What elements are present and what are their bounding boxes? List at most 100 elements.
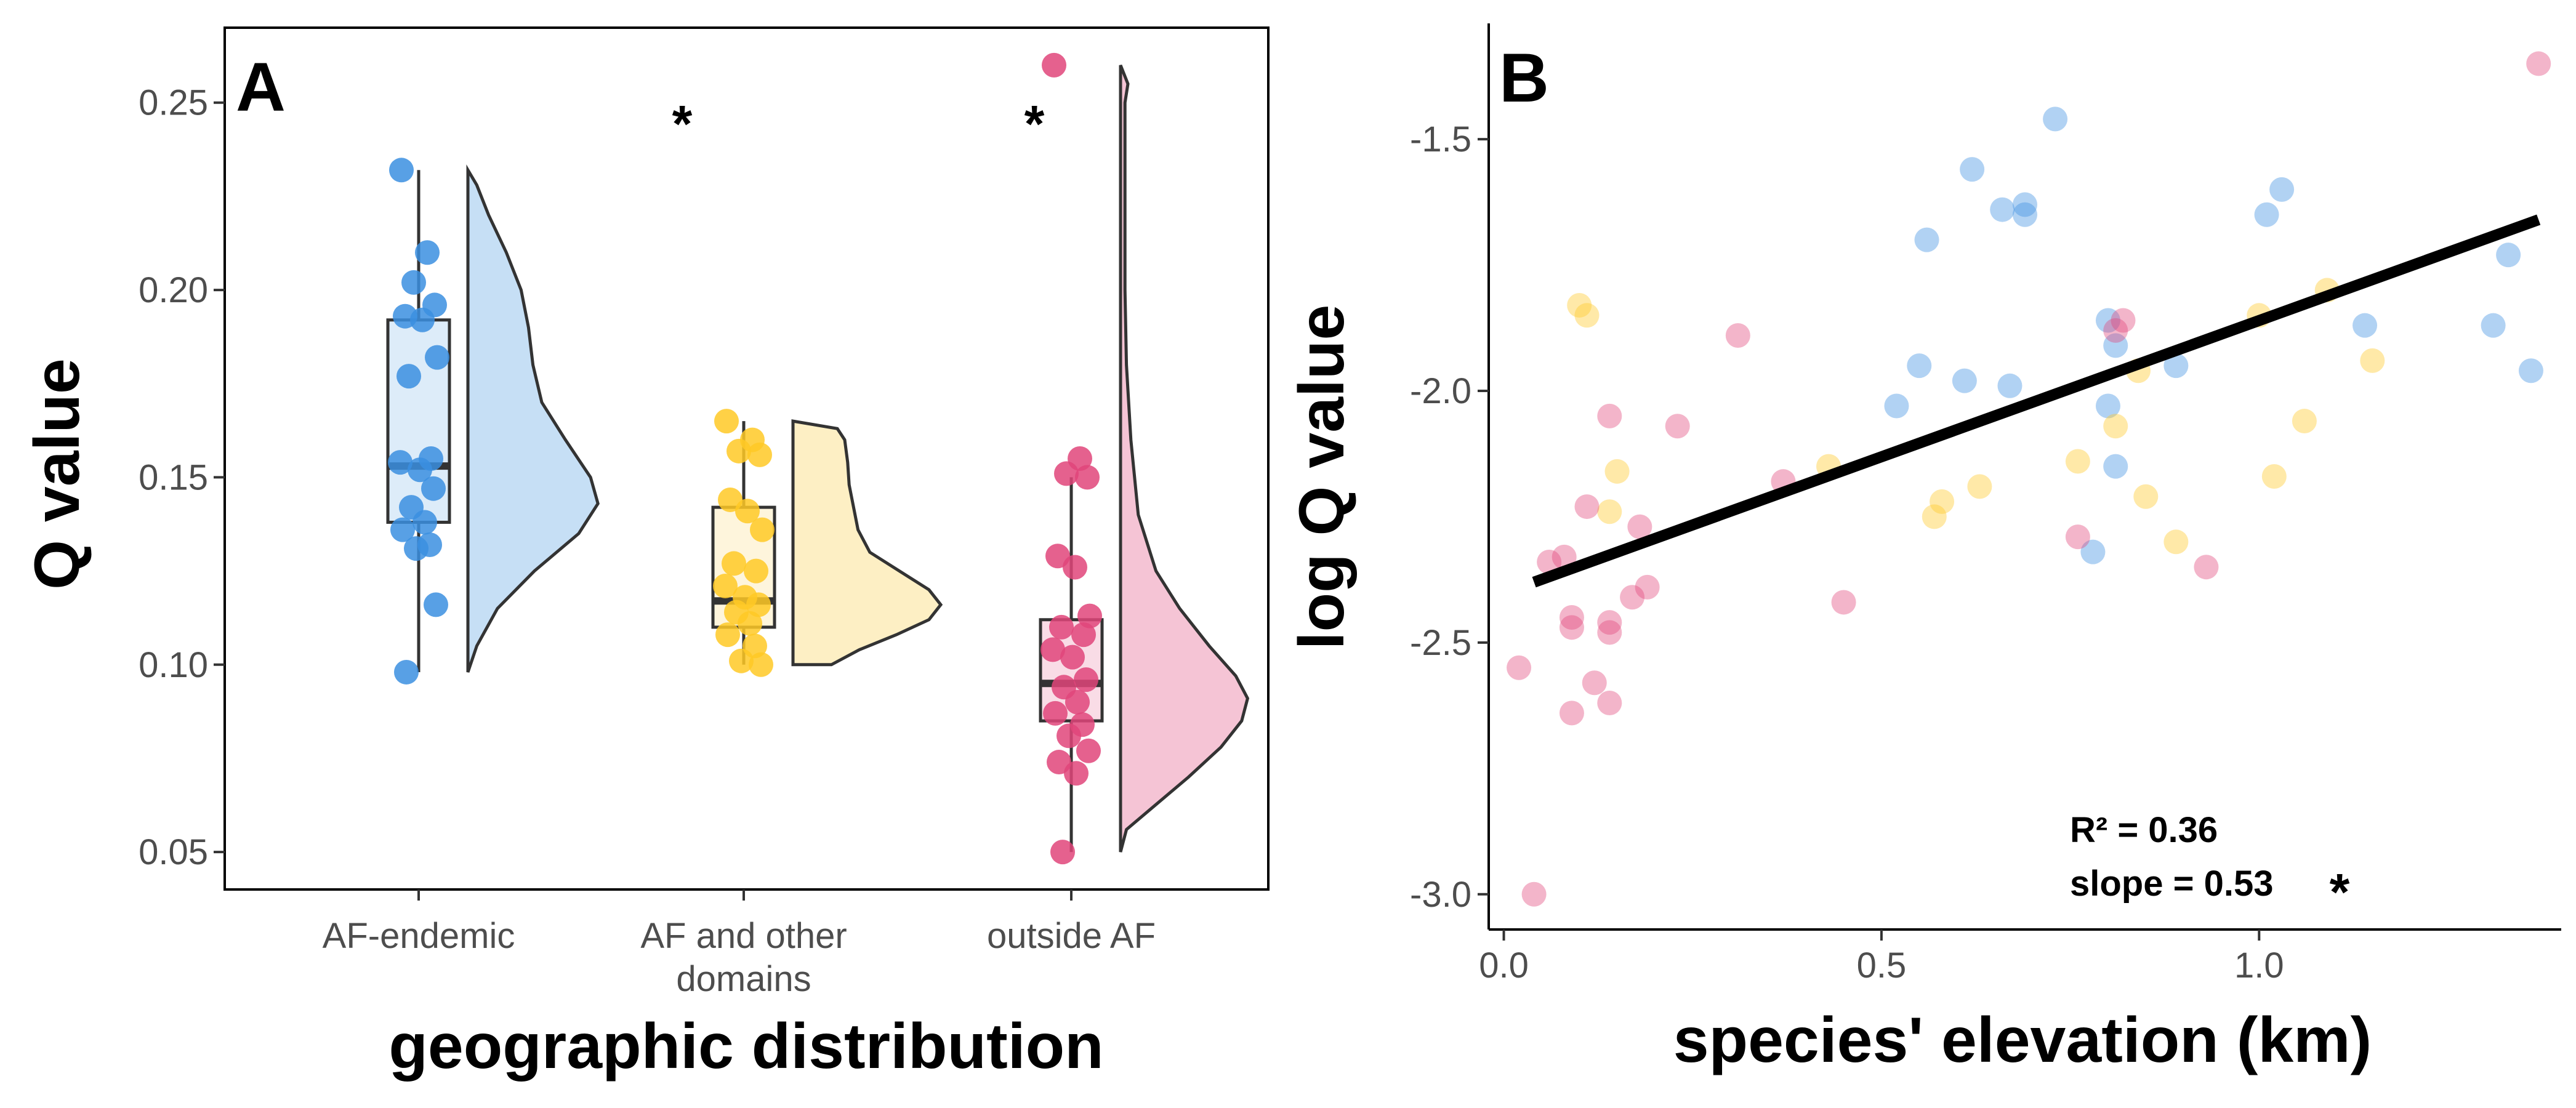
data-point (1040, 637, 1065, 662)
data-point (413, 510, 437, 535)
scatter-point (1597, 620, 1622, 645)
panel-b: -3.0 -2.5 -2.0 -1.5 0.0 0.5 1.0 B R² = 0.36 s… (1286, 23, 2561, 1076)
data-point (424, 592, 448, 617)
scatter-point (2103, 333, 2128, 358)
panel-a-points (388, 52, 1102, 865)
scatter-point (1922, 504, 1947, 529)
panel-b-points (1507, 51, 2551, 907)
data-point (1060, 644, 1085, 670)
scatter-point (1620, 585, 1645, 610)
panel-b-y-axis: -3.0 -2.5 -2.0 -1.5 (1410, 119, 1489, 915)
scatter-point (1552, 544, 1577, 569)
regression-line (1532, 214, 2541, 588)
panel-a-y-tick-label: 0.15 (139, 457, 208, 497)
scatter-point (1574, 494, 1600, 520)
data-point (1071, 622, 1096, 648)
panel-a-violins (466, 64, 1250, 853)
scatter-point (2360, 348, 2385, 373)
scatter-point (2065, 449, 2090, 474)
scatter-point (1831, 590, 1856, 615)
data-point (1054, 461, 1079, 486)
scatter-point (2481, 313, 2506, 338)
panel-b-y-tick-label: -3.0 (1410, 875, 1471, 915)
scatter-point (2518, 358, 2543, 383)
scatter-point (2103, 454, 2128, 479)
scatter-point (2080, 539, 2106, 564)
violin-0 (466, 164, 600, 673)
scatter-point (1930, 489, 1955, 514)
scatter-point (1597, 691, 1622, 715)
panel-a-y-tick-label: 0.20 (139, 270, 208, 310)
scatter-point (2163, 529, 2189, 555)
panel-a-y-tick-label: 0.25 (139, 83, 208, 123)
data-point (421, 476, 446, 501)
data-point (729, 648, 754, 673)
scatter-point (2095, 308, 2120, 333)
panel-a-x-tick-label: outside AF (987, 916, 1156, 956)
scatter-point (1597, 403, 1622, 428)
scatter-point (1952, 368, 1977, 393)
panel-a-ylabel: Q value (22, 358, 93, 590)
panel-a-x-tick-label: AF-endemic (323, 916, 515, 956)
panel-b-ylabel: log Q value (1286, 305, 1358, 650)
scatter-point (1567, 292, 1592, 318)
data-point (1075, 465, 1100, 490)
data-point (396, 364, 421, 389)
scatter-point (1997, 373, 2023, 398)
violin-2 (1119, 64, 1250, 853)
panel-a: 0.05 0.10 0.15 0.20 0.25 AF-endemic AF and ot… (22, 26, 1270, 1082)
scatter-point (1507, 655, 1532, 680)
data-point (410, 307, 435, 332)
scatter-point (1604, 459, 1630, 484)
data-point (750, 517, 775, 542)
panel-a-xlabel: geographic distribution (388, 1011, 1103, 1082)
scatter-point (2013, 192, 2037, 217)
scatter-point (2163, 353, 2189, 379)
r-squared-label: R² = 0.36 (2070, 810, 2218, 850)
scatter-point (1907, 353, 1932, 379)
data-point (727, 438, 751, 464)
data-point (404, 536, 429, 561)
scatter-point (2065, 524, 2090, 550)
scatter-point (1559, 615, 1584, 640)
scatter-point (2292, 409, 2317, 434)
data-point (1077, 603, 1102, 628)
panel-a-y-tick-label: 0.05 (139, 832, 208, 872)
data-point (415, 240, 440, 265)
data-point (715, 622, 740, 648)
data-point (408, 457, 432, 483)
data-point (735, 499, 760, 524)
data-point (714, 409, 739, 434)
data-point (1043, 701, 1068, 726)
data-point (394, 659, 419, 684)
scatter-point (2133, 484, 2159, 509)
panel-b-letter: B (1499, 39, 1549, 116)
scatter-point (2496, 243, 2521, 268)
scatter-point (2526, 51, 2551, 76)
panel-a-x-tick-label: AF and other (640, 916, 847, 956)
slope-significance-star: * (2330, 863, 2350, 921)
scatter-point (2103, 318, 2128, 343)
panel-b-y-tick-label: -1.5 (1410, 119, 1471, 159)
data-point (1050, 840, 1075, 865)
scatter-point (2269, 177, 2295, 202)
panel-a-letter: A (236, 49, 286, 126)
data-point (744, 558, 768, 584)
data-point (1074, 667, 1098, 692)
data-point (722, 551, 746, 576)
scatter-point (1635, 574, 1660, 600)
scatter-point (1582, 670, 1607, 696)
data-point (401, 270, 426, 295)
slope-label: slope = 0.53 (2070, 864, 2273, 904)
data-point (390, 517, 415, 542)
panel-a-x-tick-label: domains (676, 959, 811, 999)
scatter-point (1914, 227, 1939, 252)
scatter-point (1521, 881, 1547, 907)
panel-a-border (223, 26, 1270, 891)
data-point (747, 442, 772, 467)
data-point (388, 450, 413, 475)
data-point (1063, 555, 1087, 580)
scatter-point (1967, 474, 1992, 499)
scatter-point (2254, 202, 2279, 227)
